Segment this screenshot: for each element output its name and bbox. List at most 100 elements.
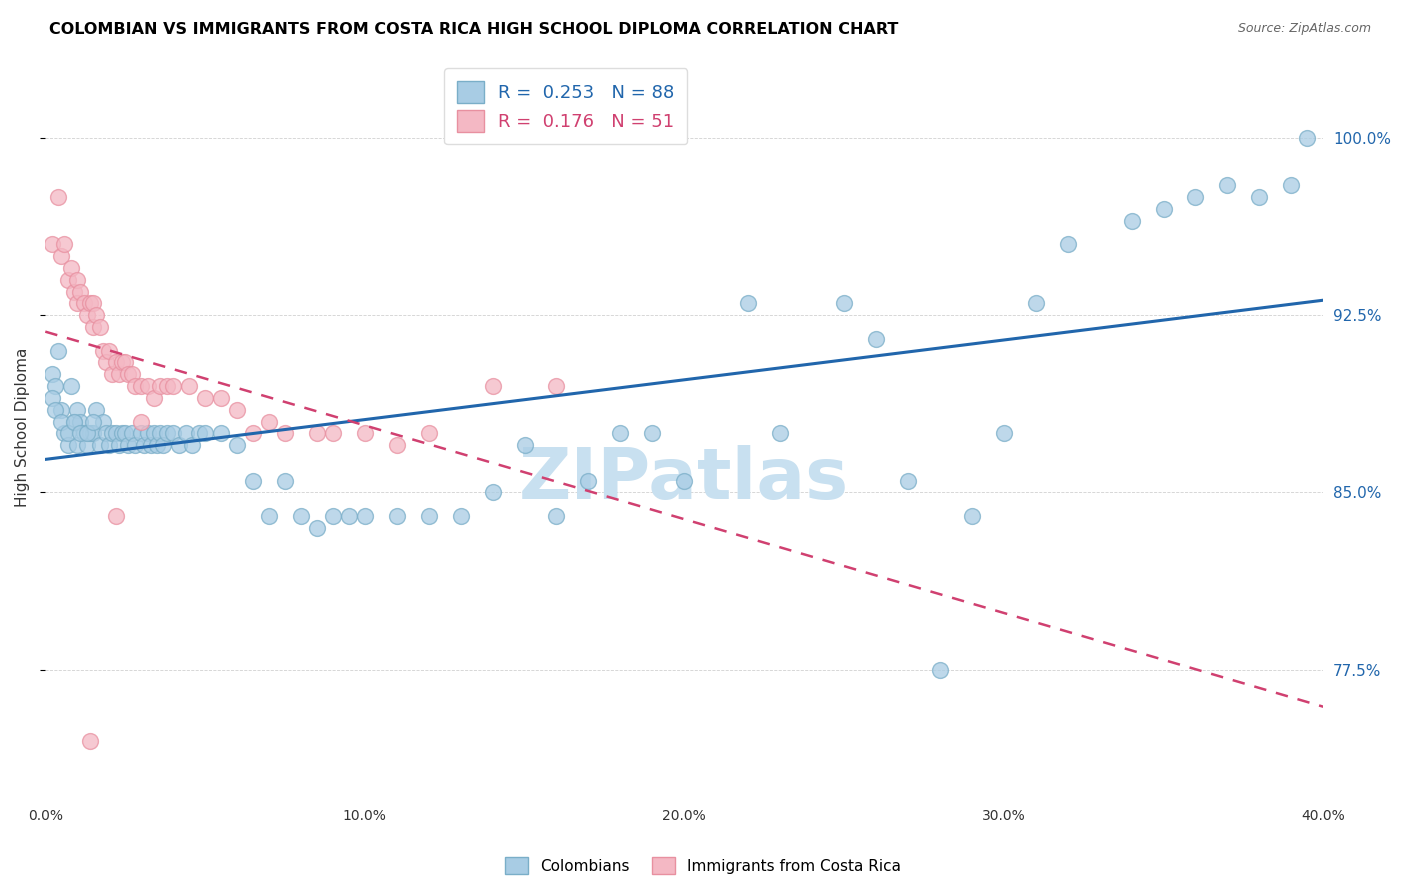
- Point: [149, 426, 172, 441]
- Point: [418, 509, 440, 524]
- Point: [993, 426, 1015, 441]
- Point: [76, 438, 98, 452]
- Point: [129, 426, 152, 441]
- Point: [546, 379, 568, 393]
- Point: [79, 296, 101, 310]
- Point: [305, 521, 328, 535]
- Point: [63, 415, 86, 429]
- Point: [69, 426, 91, 441]
- Point: [114, 426, 136, 441]
- Point: [98, 438, 121, 452]
- Point: [609, 426, 631, 441]
- Point: [578, 474, 600, 488]
- Point: [1249, 190, 1271, 204]
- Point: [124, 438, 146, 452]
- Point: [41, 237, 63, 252]
- Point: [142, 391, 165, 405]
- Point: [641, 426, 664, 441]
- Point: [117, 438, 139, 452]
- Point: [44, 379, 66, 393]
- Point: [121, 368, 143, 382]
- Point: [546, 509, 568, 524]
- Point: [322, 426, 344, 441]
- Point: [385, 509, 408, 524]
- Point: [89, 438, 111, 452]
- Point: [481, 485, 503, 500]
- Y-axis label: High School Diploma: High School Diploma: [15, 348, 30, 508]
- Point: [928, 663, 950, 677]
- Point: [41, 368, 63, 382]
- Point: [53, 426, 76, 441]
- Point: [385, 438, 408, 452]
- Point: [337, 509, 360, 524]
- Point: [136, 379, 159, 393]
- Point: [86, 402, 108, 417]
- Point: [187, 426, 209, 441]
- Point: [177, 379, 200, 393]
- Point: [156, 426, 179, 441]
- Point: [209, 391, 232, 405]
- Point: [226, 438, 249, 452]
- Point: [51, 415, 73, 429]
- Point: [513, 438, 536, 452]
- Point: [1184, 190, 1206, 204]
- Point: [353, 426, 375, 441]
- Point: [66, 438, 89, 452]
- Point: [82, 320, 104, 334]
- Point: [72, 296, 94, 310]
- Point: [353, 509, 375, 524]
- Point: [107, 368, 129, 382]
- Point: [94, 355, 117, 369]
- Point: [181, 438, 204, 452]
- Point: [53, 237, 76, 252]
- Point: [46, 190, 69, 204]
- Point: [257, 509, 280, 524]
- Text: ZIPatlas: ZIPatlas: [519, 445, 849, 514]
- Point: [104, 509, 127, 524]
- Point: [134, 438, 156, 452]
- Point: [76, 308, 98, 322]
- Point: [257, 415, 280, 429]
- Point: [129, 415, 152, 429]
- Point: [56, 438, 79, 452]
- Point: [44, 402, 66, 417]
- Point: [104, 426, 127, 441]
- Point: [63, 415, 86, 429]
- Point: [69, 415, 91, 429]
- Point: [59, 379, 82, 393]
- Point: [481, 379, 503, 393]
- Point: [322, 509, 344, 524]
- Point: [121, 426, 143, 441]
- Point: [1025, 296, 1047, 310]
- Point: [56, 426, 79, 441]
- Point: [107, 438, 129, 452]
- Point: [69, 285, 91, 299]
- Point: [960, 509, 983, 524]
- Point: [101, 368, 124, 382]
- Point: [139, 438, 162, 452]
- Point: [156, 379, 179, 393]
- Point: [274, 426, 297, 441]
- Point: [117, 368, 139, 382]
- Point: [146, 438, 169, 452]
- Point: [114, 355, 136, 369]
- Point: [169, 438, 191, 452]
- Point: [1153, 202, 1175, 216]
- Point: [51, 249, 73, 263]
- Point: [418, 426, 440, 441]
- Point: [86, 308, 108, 322]
- Point: [104, 355, 127, 369]
- Point: [66, 273, 89, 287]
- Legend: R =  0.253   N = 88, R =  0.176   N = 51: R = 0.253 N = 88, R = 0.176 N = 51: [444, 68, 688, 145]
- Point: [46, 343, 69, 358]
- Point: [41, 391, 63, 405]
- Point: [101, 426, 124, 441]
- Point: [769, 426, 792, 441]
- Point: [129, 379, 152, 393]
- Point: [162, 426, 184, 441]
- Point: [194, 391, 217, 405]
- Point: [111, 426, 134, 441]
- Point: [226, 402, 249, 417]
- Point: [51, 402, 73, 417]
- Point: [94, 426, 117, 441]
